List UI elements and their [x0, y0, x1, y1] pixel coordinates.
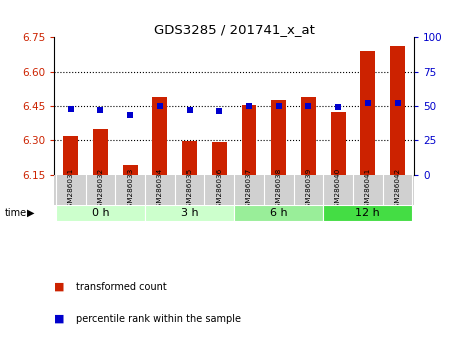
Bar [390, 46, 405, 175]
Bar [182, 141, 197, 175]
Text: ▶: ▶ [27, 208, 35, 218]
Text: GSM286041: GSM286041 [365, 167, 371, 212]
Bar [93, 129, 108, 175]
Bar [63, 136, 78, 175]
Text: time: time [5, 208, 27, 218]
Bar [123, 165, 138, 175]
Text: GSM286038: GSM286038 [276, 167, 282, 212]
Text: GSM286034: GSM286034 [157, 167, 163, 212]
Bar [152, 97, 167, 175]
Text: transformed count: transformed count [76, 282, 166, 292]
Bar [331, 112, 346, 175]
Text: GSM286039: GSM286039 [306, 167, 311, 212]
Text: GSM286033: GSM286033 [127, 167, 133, 212]
Text: percentile rank within the sample: percentile rank within the sample [76, 314, 241, 324]
Title: GDS3285 / 201741_x_at: GDS3285 / 201741_x_at [154, 23, 315, 36]
Text: 12 h: 12 h [355, 208, 380, 218]
Text: GSM286036: GSM286036 [216, 167, 222, 212]
Text: GSM286040: GSM286040 [335, 167, 341, 212]
Bar [360, 51, 375, 175]
Bar [272, 100, 286, 175]
Bar [323, 205, 412, 221]
Bar [56, 205, 145, 221]
Bar [301, 97, 316, 175]
Text: ■: ■ [54, 282, 65, 292]
Text: 6 h: 6 h [270, 208, 288, 218]
Text: GSM286031: GSM286031 [68, 167, 74, 212]
Text: GSM286032: GSM286032 [97, 167, 104, 212]
Bar [212, 143, 227, 175]
Text: 0 h: 0 h [92, 208, 109, 218]
Text: GSM286035: GSM286035 [186, 167, 193, 212]
Text: ■: ■ [54, 314, 65, 324]
Text: GSM286037: GSM286037 [246, 167, 252, 212]
Bar [242, 105, 256, 175]
Bar [234, 205, 323, 221]
Text: 3 h: 3 h [181, 208, 198, 218]
Bar [145, 205, 234, 221]
Text: GSM286042: GSM286042 [394, 167, 401, 212]
